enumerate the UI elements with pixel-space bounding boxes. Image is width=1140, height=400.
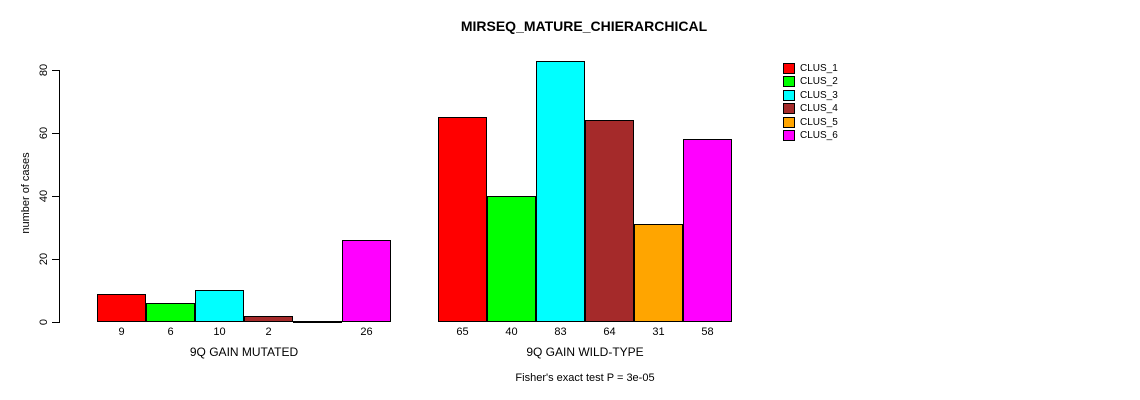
legend-item-clus_1: CLUS_1 bbox=[783, 62, 838, 74]
bar-value-label: 64 bbox=[603, 326, 616, 338]
y-axis-label: number of cases bbox=[20, 152, 32, 234]
bar-value-label: 2 bbox=[265, 326, 272, 338]
bar-clus_1 bbox=[97, 294, 146, 322]
bar-clus_6 bbox=[342, 240, 391, 322]
legend-label: CLUS_4 bbox=[800, 102, 838, 114]
y-axis-line bbox=[59, 70, 60, 323]
bar-clus_3 bbox=[195, 290, 244, 322]
legend-label: CLUS_6 bbox=[800, 129, 838, 141]
bar-clus_1 bbox=[438, 117, 487, 322]
y-tick-label: 20 bbox=[38, 252, 50, 266]
y-tick bbox=[52, 259, 59, 260]
bar-value-label: 40 bbox=[505, 326, 518, 338]
y-tick-label: 60 bbox=[38, 126, 50, 140]
group-label-mutated: 9Q GAIN MUTATED bbox=[189, 345, 299, 359]
legend-label: CLUS_2 bbox=[800, 75, 838, 87]
bar-value-label: 6 bbox=[167, 326, 174, 338]
legend-item-clus_3: CLUS_3 bbox=[783, 89, 838, 101]
y-tick bbox=[52, 70, 59, 71]
bar-clus_2 bbox=[146, 303, 195, 322]
y-tick-label: 40 bbox=[38, 189, 50, 203]
legend-swatch-icon bbox=[783, 116, 795, 128]
legend-label: CLUS_3 bbox=[800, 89, 838, 101]
bar-value-label: 58 bbox=[701, 326, 714, 338]
bar-clus_4 bbox=[244, 316, 293, 322]
bar-value-label: 9 bbox=[118, 326, 125, 338]
legend-swatch-icon bbox=[783, 129, 795, 141]
y-tick bbox=[52, 133, 59, 134]
legend-swatch-icon bbox=[783, 62, 795, 74]
chart-title: MIRSEQ_MATURE_CHIERARCHICAL bbox=[460, 18, 708, 34]
bar-value-label: 26 bbox=[360, 326, 373, 338]
bar-value-label: 65 bbox=[456, 326, 469, 338]
bar-value-label: 10 bbox=[213, 326, 226, 338]
y-tick bbox=[52, 196, 59, 197]
bar-clus_3 bbox=[536, 61, 585, 322]
legend-swatch-icon bbox=[783, 102, 795, 114]
bar-clus_2 bbox=[487, 196, 536, 322]
legend-swatch-icon bbox=[783, 89, 795, 101]
y-tick bbox=[52, 322, 59, 323]
legend-item-clus_4: CLUS_4 bbox=[783, 102, 838, 114]
bar-clus_6 bbox=[683, 139, 732, 322]
fisher-test-annotation: Fisher's exact test P = 3e-05 bbox=[515, 372, 655, 384]
zero-bar-line-clus_5 bbox=[293, 321, 342, 323]
y-tick-label: 80 bbox=[38, 63, 50, 77]
bar-clus_5 bbox=[634, 224, 683, 322]
y-tick-label: 0 bbox=[38, 318, 50, 326]
legend-item-clus_5: CLUS_5 bbox=[783, 116, 838, 128]
bar-value-label: 31 bbox=[652, 326, 665, 338]
legend-label: CLUS_1 bbox=[800, 62, 838, 74]
bar-clus_4 bbox=[585, 120, 634, 322]
legend-item-clus_6: CLUS_6 bbox=[783, 129, 838, 141]
group-label-wildtype: 9Q GAIN WILD-TYPE bbox=[526, 345, 644, 359]
legend-label: CLUS_5 bbox=[800, 116, 838, 128]
bar-value-label: 83 bbox=[554, 326, 567, 338]
legend-item-clus_2: CLUS_2 bbox=[783, 75, 838, 87]
legend-swatch-icon bbox=[783, 75, 795, 87]
